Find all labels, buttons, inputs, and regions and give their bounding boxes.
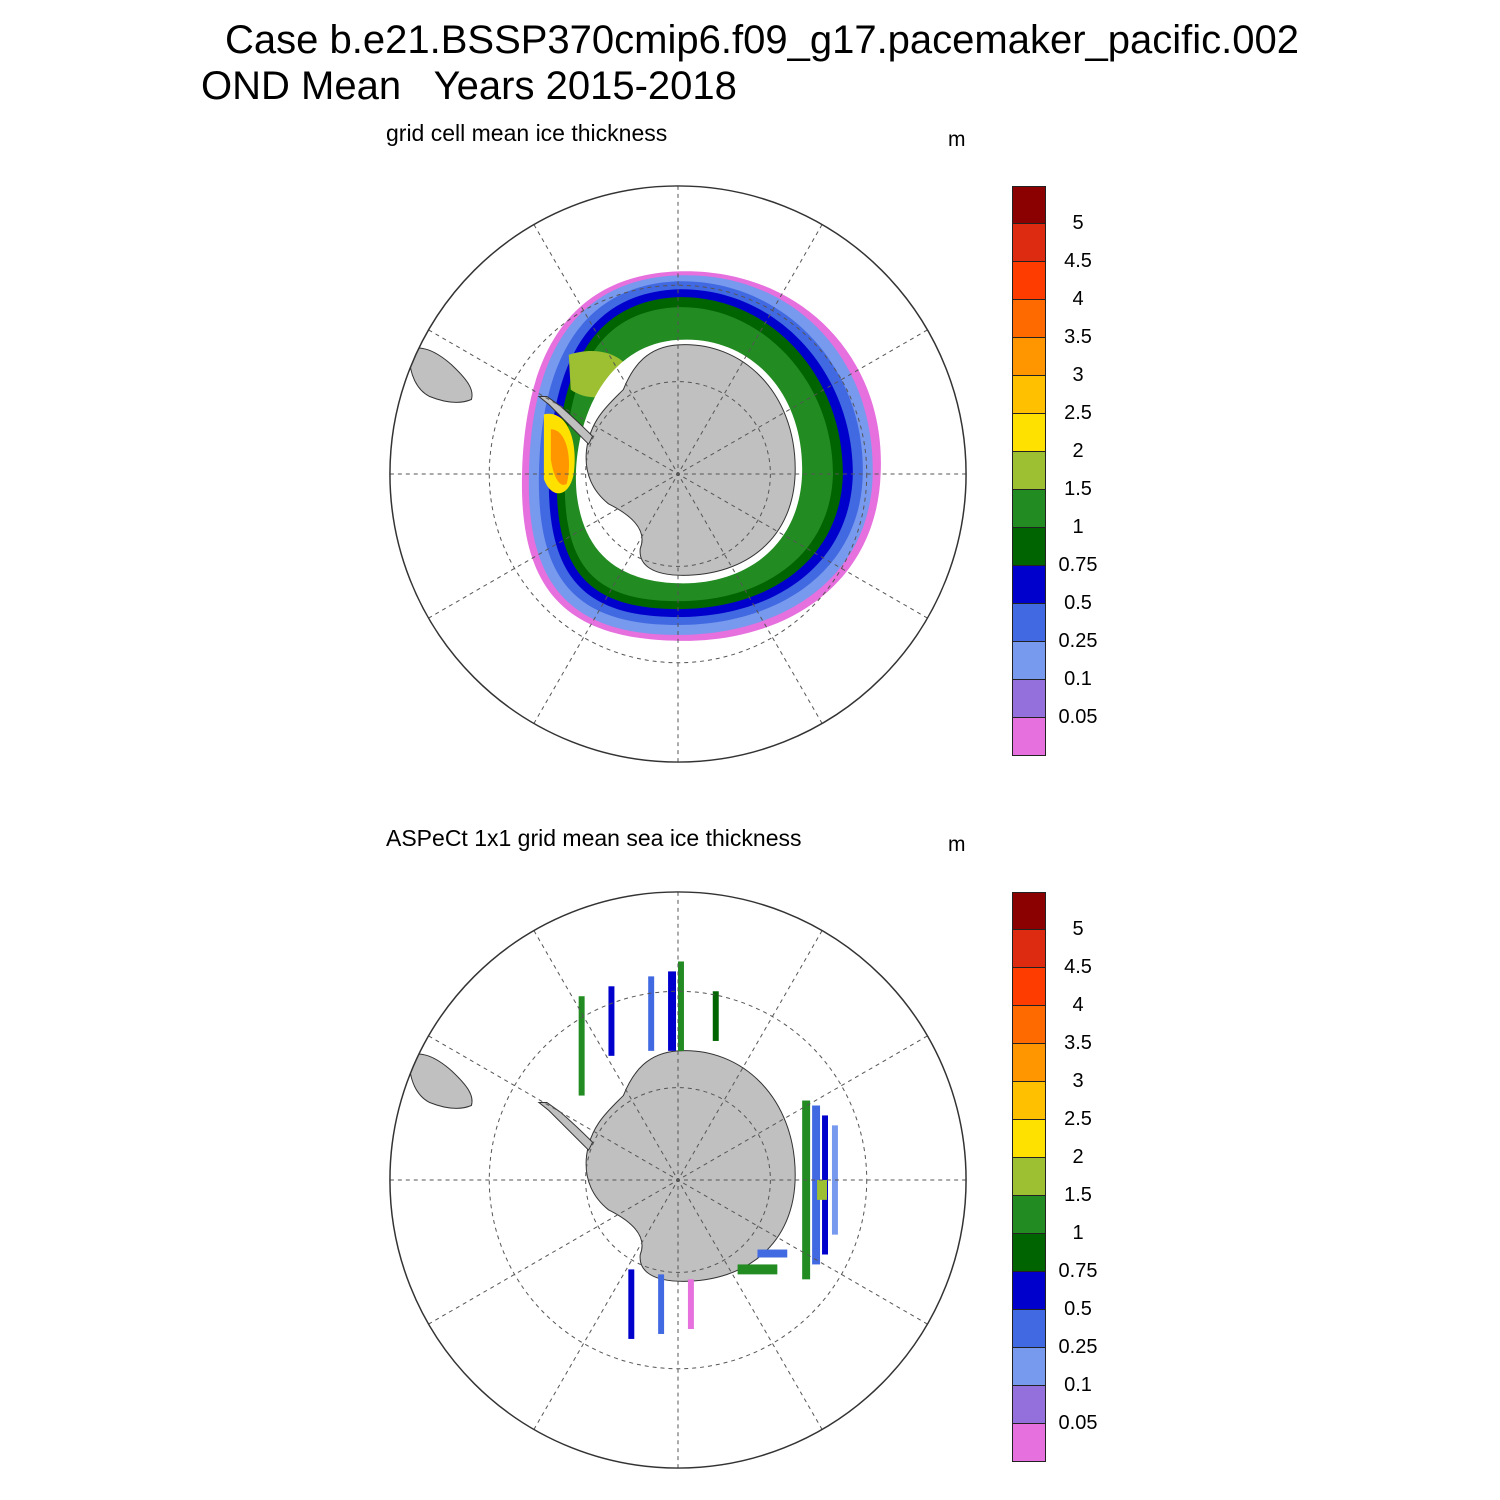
figure-title-line2: OND Mean Years 2015-2018 — [201, 64, 737, 108]
panel2-polar-map — [389, 891, 967, 1469]
panel2-colorbar — [1012, 892, 1046, 1462]
colorbar-tick-label: 2 — [1072, 440, 1084, 462]
panel1-polar-map — [389, 185, 967, 763]
colorbar-tick-label: 0.1 — [1064, 1374, 1092, 1396]
panel1-colorbar — [1012, 186, 1046, 756]
colorbar-swatch — [1012, 1386, 1046, 1424]
colorbar-tick-label: 5 — [1072, 212, 1084, 234]
colorbar-swatch — [1012, 930, 1046, 968]
colorbar-swatch — [1012, 1272, 1046, 1310]
colorbar-swatch — [1012, 1120, 1046, 1158]
colorbar-tick-label: 0.75 — [1058, 554, 1098, 576]
colorbar-tick-label: 4.5 — [1064, 956, 1092, 978]
colorbar-swatch — [1012, 566, 1046, 604]
colorbar-swatch — [1012, 452, 1046, 490]
colorbar-swatch — [1012, 604, 1046, 642]
colorbar-swatch — [1012, 224, 1046, 262]
colorbar-tick-label: 1 — [1072, 1222, 1084, 1244]
colorbar-swatch — [1012, 1082, 1046, 1120]
colorbar-swatch — [1012, 376, 1046, 414]
antarctic-peninsula — [537, 396, 594, 446]
colorbar-swatch — [1012, 1234, 1046, 1272]
colorbar-tick-label: 4 — [1072, 288, 1084, 310]
colorbar-swatch — [1012, 490, 1046, 528]
colorbar-tick-label: 0.25 — [1058, 630, 1098, 652]
colorbar-tick-label: 2.5 — [1064, 1108, 1092, 1130]
figure-title-line1: Case b.e21.BSSP370cmip6.f09_g17.pacemake… — [225, 18, 1300, 62]
colorbar-swatch — [1012, 186, 1046, 224]
colorbar-swatch — [1012, 1158, 1046, 1196]
colorbar-tick-label: 4 — [1072, 994, 1084, 1016]
colorbar-tick-label: 0.1 — [1064, 668, 1092, 690]
colorbar-swatch — [1012, 1044, 1046, 1082]
colorbar-swatch — [1012, 1006, 1046, 1044]
colorbar-swatch — [1012, 528, 1046, 566]
colorbar-swatch — [1012, 718, 1046, 756]
colorbar-tick-label: 3 — [1072, 1070, 1084, 1092]
panel2-subtitle: ASPeCt 1x1 grid mean sea ice thickness — [386, 825, 802, 851]
colorbar-tick-label: 0.05 — [1058, 706, 1098, 728]
south-america-land — [409, 347, 473, 403]
colorbar-tick-label: 0.05 — [1058, 1412, 1098, 1434]
colorbar-tick-label: 2.5 — [1064, 402, 1092, 424]
colorbar-tick-label: 2 — [1072, 1146, 1084, 1168]
colorbar-tick-label: 3.5 — [1064, 1032, 1092, 1054]
colorbar-tick-label: 0.5 — [1064, 592, 1092, 614]
antarctica-land — [585, 344, 796, 576]
colorbar-swatch — [1012, 300, 1046, 338]
south-america-land — [409, 1053, 473, 1109]
colorbar-tick-label: 1 — [1072, 516, 1084, 538]
antarctica-land — [585, 1050, 796, 1282]
panel1-subtitle: grid cell mean ice thickness — [386, 120, 668, 146]
colorbar-swatch — [1012, 338, 1046, 376]
colorbar-tick-label: 3 — [1072, 364, 1084, 386]
panel2-unit: m — [948, 833, 966, 856]
colorbar-swatch — [1012, 642, 1046, 680]
colorbar-tick-label: 1.5 — [1064, 1184, 1092, 1206]
colorbar-swatch — [1012, 892, 1046, 930]
colorbar-swatch — [1012, 1348, 1046, 1386]
colorbar-tick-label: 3.5 — [1064, 326, 1092, 348]
colorbar-swatch — [1012, 1310, 1046, 1348]
colorbar-tick-label: 0.25 — [1058, 1336, 1098, 1358]
colorbar-swatch — [1012, 1424, 1046, 1462]
colorbar-swatch — [1012, 680, 1046, 718]
colorbar-swatch — [1012, 262, 1046, 300]
colorbar-swatch — [1012, 1196, 1046, 1234]
colorbar-swatch — [1012, 414, 1046, 452]
colorbar-tick-label: 5 — [1072, 918, 1084, 940]
colorbar-tick-label: 1.5 — [1064, 478, 1092, 500]
colorbar-tick-label: 0.75 — [1058, 1260, 1098, 1282]
colorbar-tick-label: 0.5 — [1064, 1298, 1092, 1320]
panel1-unit: m — [948, 128, 966, 151]
antarctic-peninsula — [537, 1102, 594, 1152]
ice-orange — [550, 429, 570, 485]
colorbar-tick-label: 4.5 — [1064, 250, 1092, 272]
colorbar-swatch — [1012, 968, 1046, 1006]
